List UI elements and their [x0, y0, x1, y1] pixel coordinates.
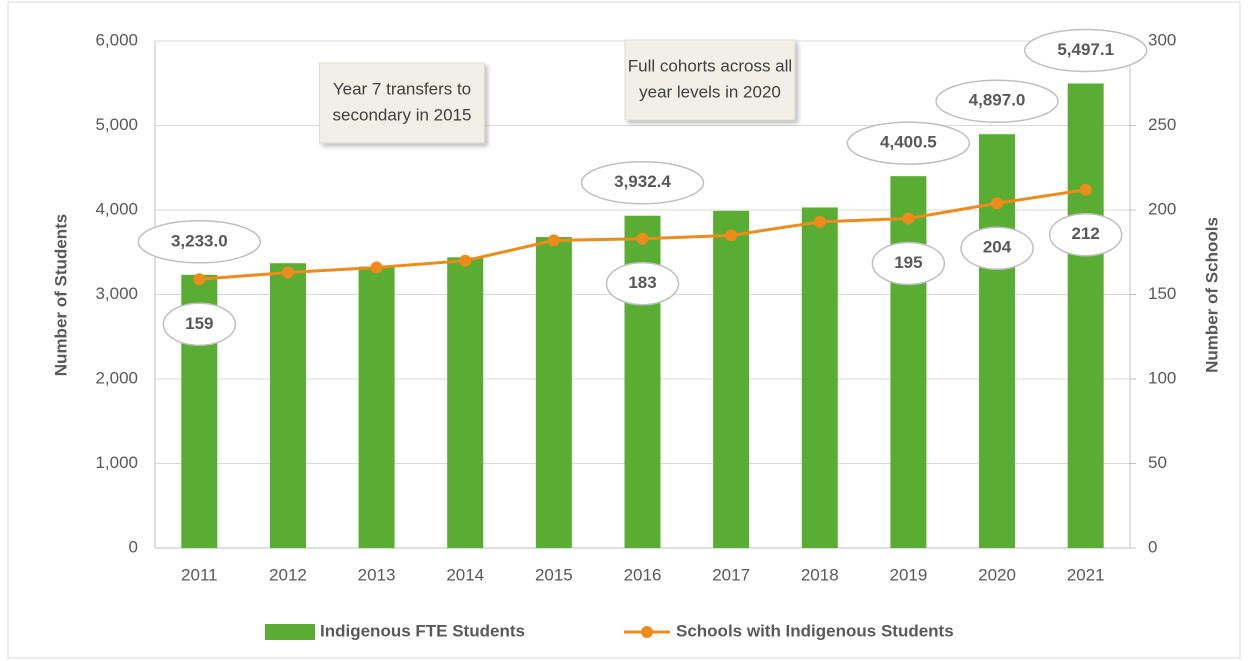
data-label-bubble: [580, 160, 705, 205]
data-label-bubble: [1048, 212, 1123, 257]
data-label: 212: [1071, 224, 1099, 243]
line-point: [193, 273, 206, 286]
line-point: [1079, 183, 1092, 196]
data-label: 183: [628, 273, 656, 292]
line-point: [547, 234, 560, 247]
data-label-bubble: [846, 121, 971, 165]
data-label: 3,233.0: [171, 231, 228, 250]
data-label-bubble: [1023, 28, 1148, 73]
x-tick-label: 2011: [181, 565, 218, 584]
x-tick-label: 2017: [712, 565, 750, 584]
data-label-bubble: [162, 302, 237, 347]
data-label-bubble: [960, 226, 1034, 270]
annotation-box: [624, 39, 796, 121]
bar: [447, 257, 484, 548]
y2-tick-label: 100: [1148, 368, 1176, 387]
y2-tick-label: 150: [1148, 284, 1176, 303]
x-tick-label: 2016: [624, 565, 662, 584]
y2-tick-label: 0: [1148, 537, 1157, 556]
legend-swatch: [641, 626, 653, 638]
bar: [979, 134, 1016, 549]
x-tick-label: 2021: [1067, 565, 1105, 584]
bar: [358, 266, 395, 548]
y2-tick-label: 200: [1148, 199, 1176, 218]
annotation-text: secondary in 2015: [333, 105, 472, 124]
data-label-bubble: [871, 241, 946, 286]
x-tick-label: 2019: [889, 565, 927, 584]
x-tick-label: 2018: [801, 565, 839, 584]
data-label: 3,932.4: [614, 172, 671, 191]
data-label: 5,497.1: [1057, 40, 1114, 59]
annotation-text: Full cohorts across all: [628, 56, 792, 75]
legend-label: Indigenous FTE Students: [320, 621, 525, 640]
data-label: 204: [983, 238, 1012, 257]
y-tick-label: 6,000: [95, 30, 138, 49]
y-tick-label: 3,000: [95, 284, 138, 303]
bar: [713, 210, 750, 548]
annotation-text: year levels in 2020: [639, 82, 781, 101]
y-tick-label: 5,000: [95, 115, 138, 134]
annotation-text: Year 7 transfers to: [333, 79, 471, 98]
line-point: [725, 229, 738, 242]
line-point: [991, 197, 1004, 210]
line-point: [459, 254, 472, 267]
y-tick-label: 2,000: [95, 368, 138, 387]
y2-tick-label: 300: [1148, 30, 1176, 49]
x-tick-label: 2020: [978, 565, 1016, 584]
y2-tick-label: 250: [1148, 115, 1176, 134]
line-point: [281, 266, 294, 279]
y-tick-label: 0: [129, 537, 138, 556]
line-point: [636, 232, 649, 245]
x-tick-label: 2014: [446, 565, 484, 584]
x-tick-label: 2015: [535, 565, 573, 584]
y2-tick-label: 50: [1148, 453, 1167, 472]
y-axis-label: Number of Students: [51, 214, 70, 376]
y-tick-label: 4,000: [95, 199, 138, 218]
data-label: 195: [894, 253, 922, 272]
x-tick-label: 2013: [358, 565, 396, 584]
bar: [890, 176, 927, 548]
line-point: [370, 261, 383, 274]
line-point: [902, 212, 915, 225]
bar: [1067, 83, 1104, 548]
line-point: [813, 215, 826, 228]
legend-label: Schools with Indigenous Students: [676, 621, 954, 640]
legend-swatch: [265, 624, 315, 640]
data-label: 4,897.0: [969, 91, 1026, 110]
bar: [535, 237, 572, 549]
data-label-bubble: [935, 79, 1059, 123]
x-tick-label: 2012: [269, 565, 307, 584]
bar: [801, 207, 838, 548]
annotation-box: [319, 62, 485, 144]
data-label: 4,400.5: [880, 133, 937, 152]
y-tick-label: 1,000: [95, 453, 138, 472]
data-label-bubble: [605, 261, 680, 306]
bar: [269, 263, 306, 548]
y2-axis-label: Number of Schools: [1202, 217, 1221, 373]
data-label-bubble: [137, 220, 262, 264]
data-label: 159: [185, 314, 213, 333]
